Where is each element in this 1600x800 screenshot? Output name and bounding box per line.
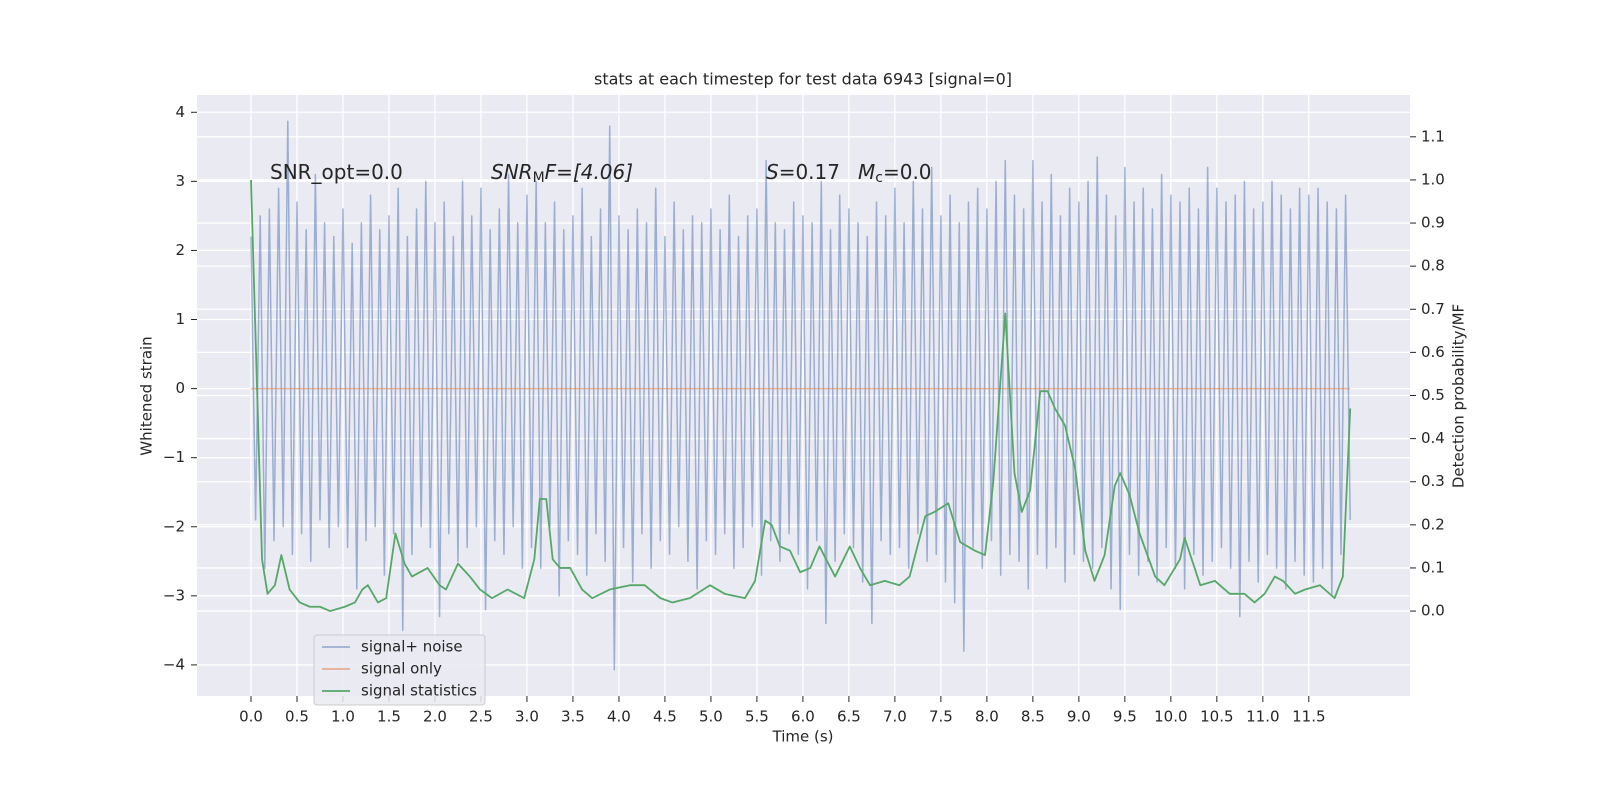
x-tick-label: 7.5 [929,708,953,726]
x-tick-label: 11.5 [1292,708,1325,726]
x-tick-label: 8.5 [1021,708,1045,726]
x-tick-label: 5.5 [745,708,769,726]
x-tick-label: 0.5 [285,708,309,726]
legend-label: signal+ noise [361,638,463,656]
y-tick-label: 4 [175,103,185,121]
x-tick-label: 6.5 [837,708,861,726]
x-tick-label: 3.0 [515,708,539,726]
y-tick-label: −2 [163,517,185,535]
plot-layer [250,120,1352,671]
annotation-part: SNR [491,160,533,184]
y-tick-label: −3 [163,586,185,604]
x-tick-label: 1.0 [331,708,355,726]
annotation-part: SNR_opt=0.0 [270,160,403,184]
y-axis-label: Whitened strain [138,336,156,455]
y2-tick-label: 0.4 [1421,429,1445,447]
x-tick-label: 6.0 [791,708,815,726]
y2-axis-label: Detection probability/MF [1450,304,1468,488]
y2-tick-label: 0.5 [1421,386,1445,404]
y2-tick-label: 0.2 [1421,515,1445,533]
annotation-part: F=[4.06] [545,160,633,184]
y2-tick-label: 0.3 [1421,472,1445,490]
annotation-part: =0.17 [779,160,840,184]
x-tick-label: 8.0 [975,708,999,726]
x-tick-label: 2.0 [423,708,447,726]
y2-tick-label: 0.7 [1421,300,1445,318]
x-tick-label: 10.5 [1200,708,1233,726]
y-tick-label: 0 [175,379,185,397]
legend-label: signal only [361,660,442,678]
x-tick-label: 4.5 [653,708,677,726]
legend-label: signal statistics [361,682,477,700]
annotation-part: c [875,170,883,186]
series-line [250,120,1351,671]
annotation-part: S [766,160,779,184]
y2-tick-label: 1.0 [1421,170,1445,188]
y-tick-label: −4 [163,655,185,673]
y2-tick-label: 0.0 [1421,602,1445,620]
x-tick-label: 0.0 [239,708,263,726]
y-tick-label: 3 [175,172,185,190]
x-tick-label: 3.5 [561,708,585,726]
x-tick-label: 4.0 [607,708,631,726]
y-tick-label: 2 [175,241,185,259]
y2-tick-label: 0.8 [1421,257,1445,275]
legend-box [313,634,486,706]
x-tick-label: 11.0 [1246,708,1279,726]
x-tick-label: 5.0 [699,708,723,726]
y2-tick-label: 0.6 [1421,343,1445,361]
annotation-part: =0.0 [883,160,932,184]
annotation-part: M [533,170,545,186]
annotation: S=0.17 Mc=0.0 [766,160,932,187]
annotation-part: M [858,160,875,184]
x-axis-label: Time (s) [772,728,834,746]
series-line [250,179,1352,612]
x-tick-label: 1.5 [377,708,401,726]
y2-tick-label: 0.1 [1421,558,1445,576]
y2-tick-label: 1.1 [1421,127,1445,145]
y-tick-label: −1 [163,448,185,466]
annotation: SNR_opt=0.0 [270,160,403,184]
x-tick-label: 7.0 [883,708,907,726]
chart-title: stats at each timestep for test data 694… [594,70,1012,89]
legend: signal+ noise signal only signal statistic… [313,634,486,706]
annotation: SNRMF=[4.06] [491,160,633,187]
x-tick-label: 2.5 [469,708,493,726]
y2-tick-label: 0.9 [1421,214,1445,232]
y-tick-label: 1 [175,310,185,328]
x-tick-label: 9.0 [1067,708,1091,726]
x-tick-label: 9.5 [1113,708,1137,726]
x-tick-label: 10.0 [1154,708,1187,726]
